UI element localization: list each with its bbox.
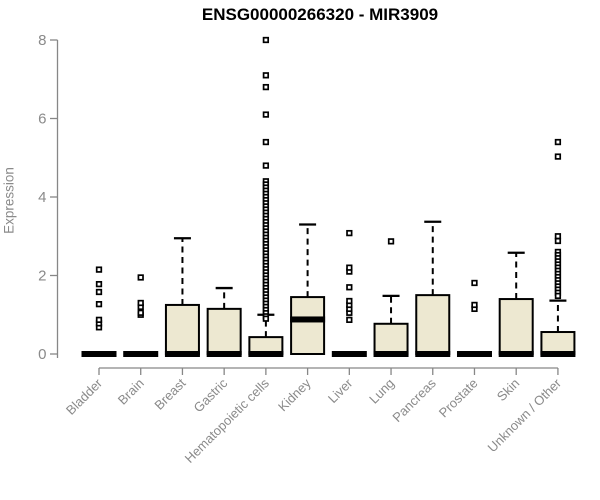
x-tick-label: Pancreas xyxy=(389,375,439,425)
outlier-point xyxy=(137,309,144,316)
x-tick-label: Liver xyxy=(325,375,356,406)
box-skin xyxy=(498,251,534,357)
box-unknown-other xyxy=(540,138,576,357)
outlier-point xyxy=(471,301,478,309)
median-line xyxy=(248,351,284,357)
box-prostate xyxy=(456,279,492,357)
x-tick-label: Lung xyxy=(366,376,397,407)
box-bladder xyxy=(81,266,117,357)
box-liver xyxy=(331,229,367,357)
median-line xyxy=(373,351,409,357)
outlier-point xyxy=(262,315,270,322)
box-kidney xyxy=(290,223,326,355)
box-gastric xyxy=(206,286,242,357)
x-tick-label: Gastric xyxy=(191,375,231,415)
median-line xyxy=(331,351,367,357)
x-tick-label: Prostate xyxy=(436,376,481,421)
x-tick-label: Unknown / Other xyxy=(484,375,564,455)
median-line xyxy=(123,351,159,357)
outlier-point xyxy=(95,316,103,324)
outlier-point xyxy=(262,162,270,169)
median-line xyxy=(456,351,492,357)
median-line xyxy=(164,351,200,357)
box-lung xyxy=(373,238,409,357)
y-tick-label: 0 xyxy=(38,346,46,363)
outlier-point xyxy=(262,138,270,146)
outlier-point xyxy=(95,288,103,296)
x-tick-label: Skin xyxy=(494,376,522,404)
x-tick-label: Brain xyxy=(115,376,147,408)
outlier-point xyxy=(262,72,270,79)
outlier-point xyxy=(554,237,562,245)
outlier-point xyxy=(471,279,478,287)
y-tick-label: 4 xyxy=(38,189,46,206)
median-line xyxy=(498,351,534,357)
chart-title: ENSG00000266320 - MIR3909 xyxy=(201,5,439,24)
outlier-point xyxy=(137,274,144,281)
x-tick-label: Breast xyxy=(151,375,188,412)
outlier-point xyxy=(387,238,395,245)
y-tick-label: 8 xyxy=(38,32,46,49)
outlier-point xyxy=(346,229,353,237)
box-brain xyxy=(123,274,159,357)
median-line xyxy=(206,351,242,357)
x-tick-label: Kidney xyxy=(275,375,314,414)
outlier-point xyxy=(95,301,103,308)
median-line xyxy=(81,351,117,357)
outlier-point xyxy=(346,297,353,305)
outlier-point xyxy=(95,266,103,273)
outlier-point xyxy=(95,280,103,288)
median-line xyxy=(540,351,576,357)
outlier-point xyxy=(262,111,270,118)
y-axis: 0 2 4 6 8 xyxy=(38,32,59,363)
median-line xyxy=(290,316,326,323)
outlier-point xyxy=(554,153,562,160)
box-pancreas xyxy=(415,220,451,357)
y-tick-label: 2 xyxy=(38,268,46,285)
median-line xyxy=(415,351,451,357)
outlier-point xyxy=(262,36,270,44)
outlier-point xyxy=(346,316,353,324)
outlier-point xyxy=(346,264,353,271)
box-hematopoietic-cells xyxy=(248,36,284,357)
box-breast xyxy=(164,237,200,357)
y-tick-label: 6 xyxy=(38,111,46,128)
outlier-point xyxy=(137,299,144,307)
outlier-point xyxy=(554,292,562,300)
outlier-point xyxy=(262,83,270,91)
outlier-point xyxy=(554,138,562,146)
outlier-point xyxy=(346,284,353,291)
x-tick-label: Bladder xyxy=(63,375,106,418)
